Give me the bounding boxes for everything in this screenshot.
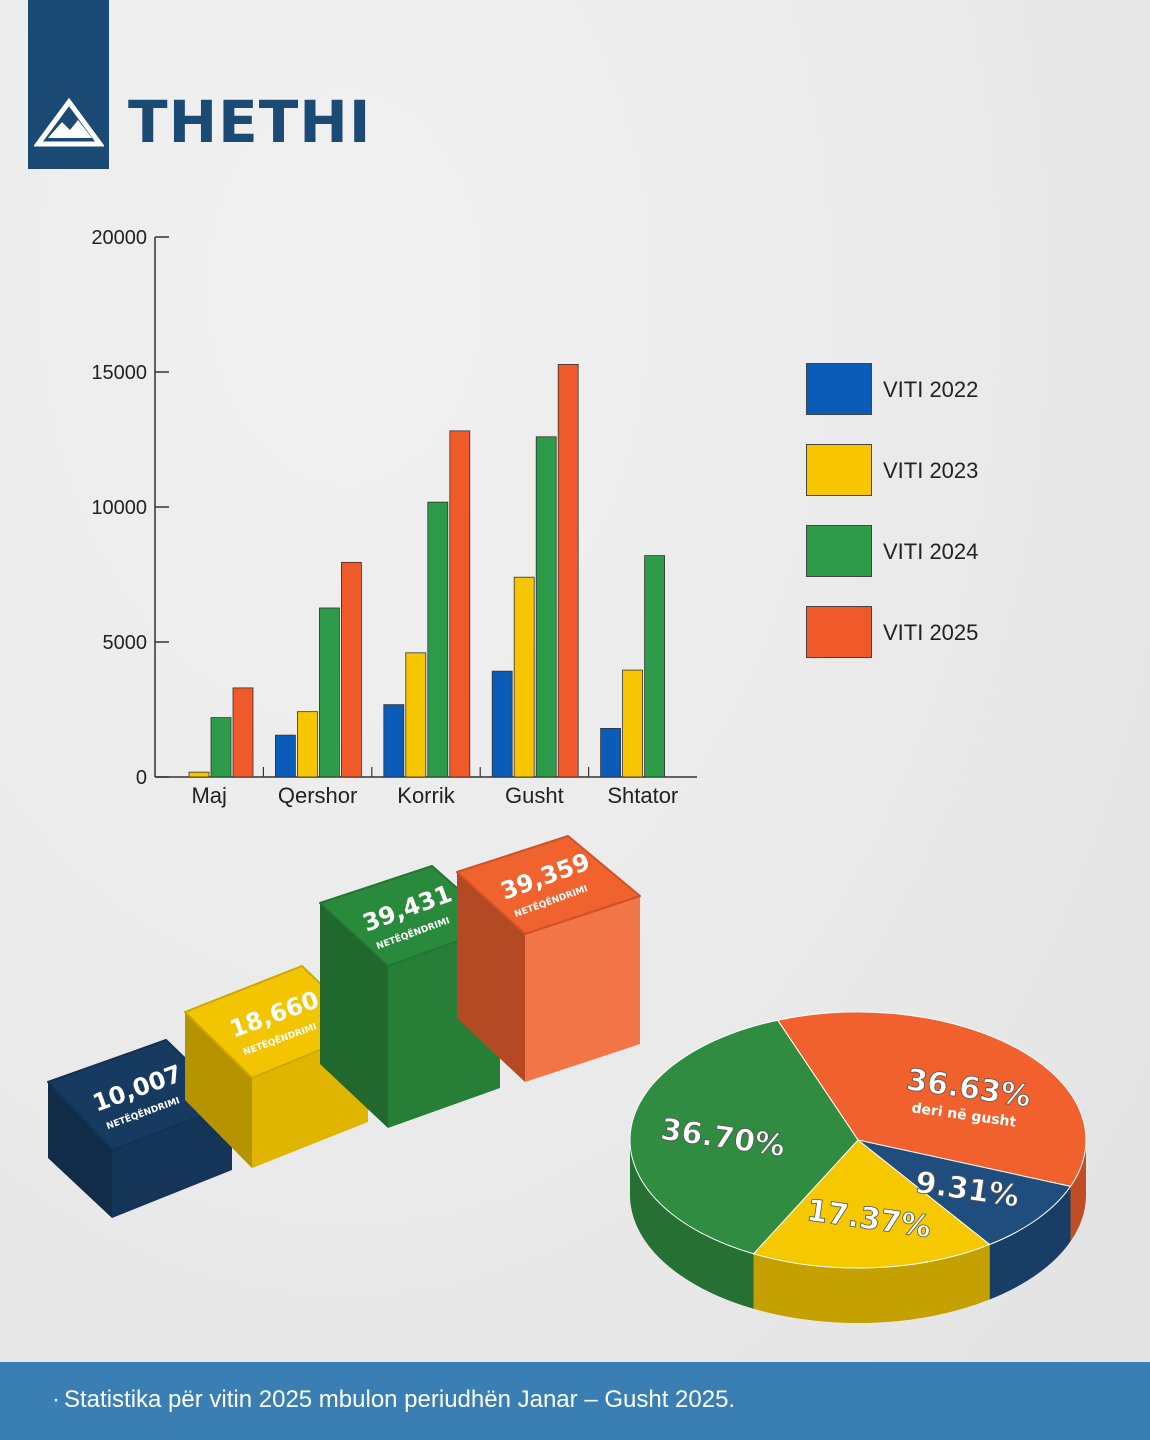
bar — [188, 771, 210, 778]
footer-bar: · Statistika për vitin 2025 mbulon periu… — [0, 1362, 1150, 1440]
bar — [644, 555, 665, 778]
x-tick-label: Qershor — [278, 783, 357, 808]
legend-swatch — [806, 606, 872, 658]
mountain-triangle-icon — [34, 98, 104, 147]
legend-item: VITI 2023 — [806, 444, 1006, 498]
legend-label: VITI 2023 — [883, 458, 979, 483]
block-side — [457, 872, 525, 1082]
y-tick-label: 10000 — [91, 497, 147, 519]
pie-side — [630, 1140, 754, 1309]
bar — [427, 501, 449, 778]
bar — [491, 670, 513, 778]
x-tick-label: Korrik — [397, 783, 455, 808]
bar — [535, 436, 557, 778]
block-chart: 10,007NETËQËNDRIMI18,660NETËQËNDRIMI39,4… — [47, 835, 641, 1218]
bar — [622, 669, 643, 778]
block-side — [320, 903, 388, 1128]
x-tick-label: Gusht — [505, 783, 564, 808]
brand-title: THETHI — [128, 88, 372, 156]
pie-slice — [857, 1139, 1072, 1246]
y-tick-label: 0 — [136, 767, 147, 789]
y-tick-label: 15000 — [91, 362, 147, 384]
bar — [210, 717, 232, 778]
legend-label: VITI 2022 — [883, 377, 979, 402]
pie-side — [753, 1244, 990, 1323]
bar — [449, 430, 471, 778]
pie-slice — [629, 1019, 859, 1255]
bar — [405, 652, 427, 778]
footer-note: Statistika për vitin 2025 mbulon periudh… — [64, 1386, 736, 1413]
bar — [557, 364, 579, 778]
y-tick-label: 20000 — [91, 227, 147, 249]
y-tick-label: 5000 — [103, 632, 148, 654]
legend-item: VITI 2024 — [806, 525, 1006, 579]
bar — [318, 607, 340, 778]
pie-slice — [752, 1139, 991, 1269]
bar — [274, 734, 296, 778]
bar — [600, 728, 621, 778]
bar — [340, 561, 362, 778]
bar-chart: 0 5000 10000 15000 20000 Maj Qershor Korrik Gush… — [91, 227, 697, 808]
bar — [383, 704, 405, 778]
bar — [296, 711, 318, 778]
legend-swatch — [806, 444, 872, 496]
legend-item: VITI 2022 — [806, 363, 1006, 417]
block-front — [112, 1104, 232, 1218]
legend-swatch — [806, 363, 872, 415]
legend-label: VITI 2025 — [883, 620, 979, 645]
pie-side — [989, 1186, 1071, 1300]
block-side — [48, 1082, 112, 1218]
legend-item: VITI 2025 — [806, 606, 1006, 660]
logo-block — [28, 0, 109, 169]
pie-slice — [776, 1011, 1087, 1187]
bar — [513, 576, 535, 778]
x-tick-label: Maj — [191, 783, 226, 808]
bar — [232, 687, 254, 778]
legend-label: VITI 2024 — [883, 539, 979, 564]
block-side — [185, 1012, 252, 1168]
block-front — [525, 896, 640, 1082]
footer-bullet: · — [52, 1386, 60, 1413]
legend-swatch — [806, 525, 872, 577]
x-tick-label: Shtator — [607, 783, 678, 808]
block-top — [456, 835, 641, 935]
